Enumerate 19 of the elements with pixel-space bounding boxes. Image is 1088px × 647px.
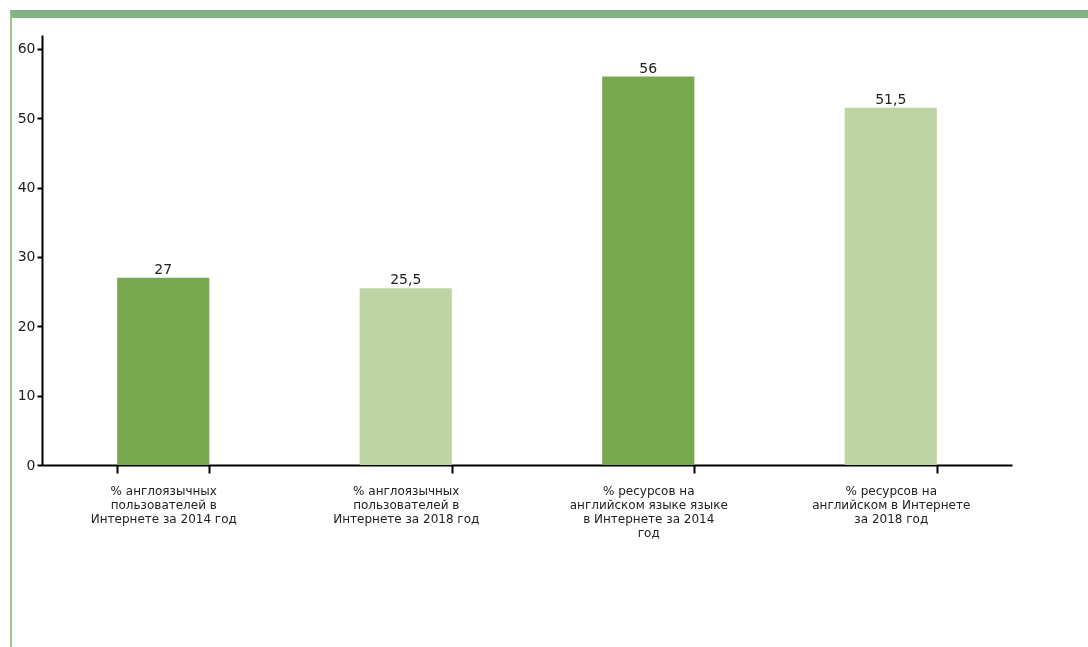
y-tick-label: 40 <box>17 179 36 196</box>
x-tick-label: % ресурсов на английском в Интернете за 2018 год <box>812 483 971 526</box>
y-tick-label: 10 <box>17 387 36 404</box>
x-tick-label: % ресурсов на английском языке языке в Интернете за 2014 год <box>569 483 728 540</box>
x-tick-label: % англоязычных пользователей в Интернете за 2018 год <box>333 483 480 526</box>
bar <box>117 277 210 465</box>
data-label: 25,5 <box>390 271 422 288</box>
x-tick-label: % англоязычных пользователей в Интернете за 2014 год <box>90 483 237 526</box>
y-tick-label: 50 <box>17 109 36 126</box>
bar <box>844 107 937 465</box>
y-tick-label: 60 <box>17 40 36 57</box>
data-label: 51,5 <box>875 90 907 107</box>
data-label: 27 <box>154 260 173 277</box>
y-tick-label: 0 <box>26 456 36 473</box>
bar <box>602 76 695 465</box>
bar <box>359 288 452 465</box>
y-tick-label: 20 <box>17 317 36 334</box>
y-tick-label: 30 <box>17 248 36 265</box>
data-label: 56 <box>639 59 658 76</box>
